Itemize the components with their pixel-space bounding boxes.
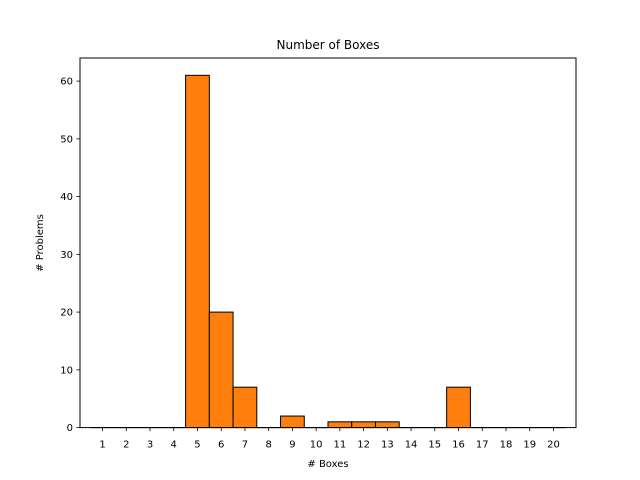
bar-5 xyxy=(185,74,210,429)
x-tick-label: 17 xyxy=(476,440,489,451)
bars-group xyxy=(90,74,566,429)
bar-13 xyxy=(374,421,400,429)
y-tick-label: 0 xyxy=(67,423,73,434)
x-tick-label: 19 xyxy=(523,440,536,451)
y-tick-label: 50 xyxy=(60,134,73,145)
x-tick-label: 14 xyxy=(405,440,418,451)
x-axis-label: # Boxes xyxy=(307,459,348,470)
x-tick-label: 9 xyxy=(289,440,295,451)
x-tick-label: 4 xyxy=(171,440,177,451)
x-tick-label: 3 xyxy=(147,440,153,451)
x-tick-label: 12 xyxy=(357,440,370,451)
y-axis-label: # Problems xyxy=(35,214,46,272)
y-tick-label: 30 xyxy=(60,250,73,261)
x-tick-label: 2 xyxy=(123,440,129,451)
plot-frame xyxy=(79,57,577,429)
y-tick-label: 40 xyxy=(60,192,73,203)
x-tick-label: 8 xyxy=(265,440,271,451)
y-tick-label: 60 xyxy=(60,77,73,88)
x-tick-label: 20 xyxy=(547,440,560,451)
x-tick-label: 10 xyxy=(310,440,323,451)
bar-7 xyxy=(232,386,258,429)
x-tick-label: 13 xyxy=(381,440,394,451)
x-tick-label: 6 xyxy=(218,440,224,451)
chart-title: Number of Boxes xyxy=(277,38,380,52)
y-tick-label: 20 xyxy=(60,308,73,319)
x-tick-label: 15 xyxy=(428,440,441,451)
bar-16 xyxy=(446,386,471,429)
bar-6 xyxy=(208,311,234,429)
bar-12 xyxy=(351,421,376,429)
x-tick-label: 18 xyxy=(500,440,513,451)
y-tick-label: 10 xyxy=(60,365,73,376)
bar-9 xyxy=(280,415,305,429)
x-tick-label: 7 xyxy=(242,440,248,451)
y-axis-ticks: 0 10 20 30 40 50 60 xyxy=(60,77,80,434)
x-tick-label: 16 xyxy=(452,440,465,451)
x-tick-label: 11 xyxy=(333,440,346,451)
bar-11 xyxy=(327,421,353,429)
x-tick-label: 5 xyxy=(194,440,200,451)
x-tick-label: 1 xyxy=(99,440,105,451)
x-axis-ticks: 1 2 3 4 5 6 7 8 9 10 11 12 13 14 15 16 17 18 19 20 xyxy=(99,427,560,451)
